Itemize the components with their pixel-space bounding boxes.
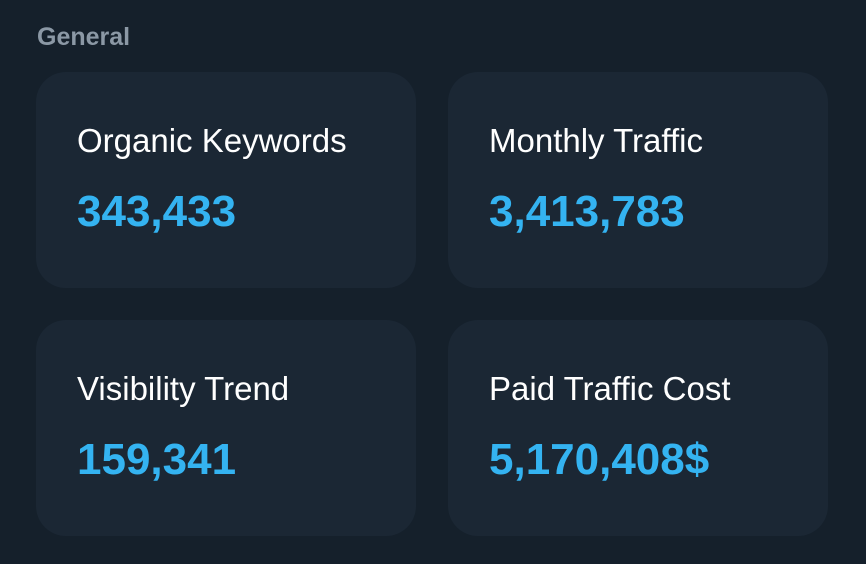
stat-label: Organic Keywords (77, 122, 347, 159)
stat-value: 3,413,783 (489, 187, 685, 236)
stat-card-organic-keywords: Organic Keywords 343,433 (36, 72, 416, 288)
stat-card-visibility-trend: Visibility Trend 159,341 (36, 320, 416, 536)
stat-value: 159,341 (77, 435, 237, 484)
stat-card-paid-traffic-cost: Paid Traffic Cost 5,170,408$ (448, 320, 828, 536)
stats-grid: Organic Keywords 343,433 Monthly Traffic… (36, 72, 828, 536)
section-title-general: General (37, 23, 131, 51)
stat-card-monthly-traffic: Monthly Traffic 3,413,783 (448, 72, 828, 288)
stat-label: Paid Traffic Cost (489, 370, 731, 407)
stat-label: Monthly Traffic (489, 122, 703, 159)
stat-label: Visibility Trend (77, 370, 290, 407)
stat-value: 5,170,408$ (489, 435, 710, 484)
stat-value: 343,433 (77, 187, 237, 236)
